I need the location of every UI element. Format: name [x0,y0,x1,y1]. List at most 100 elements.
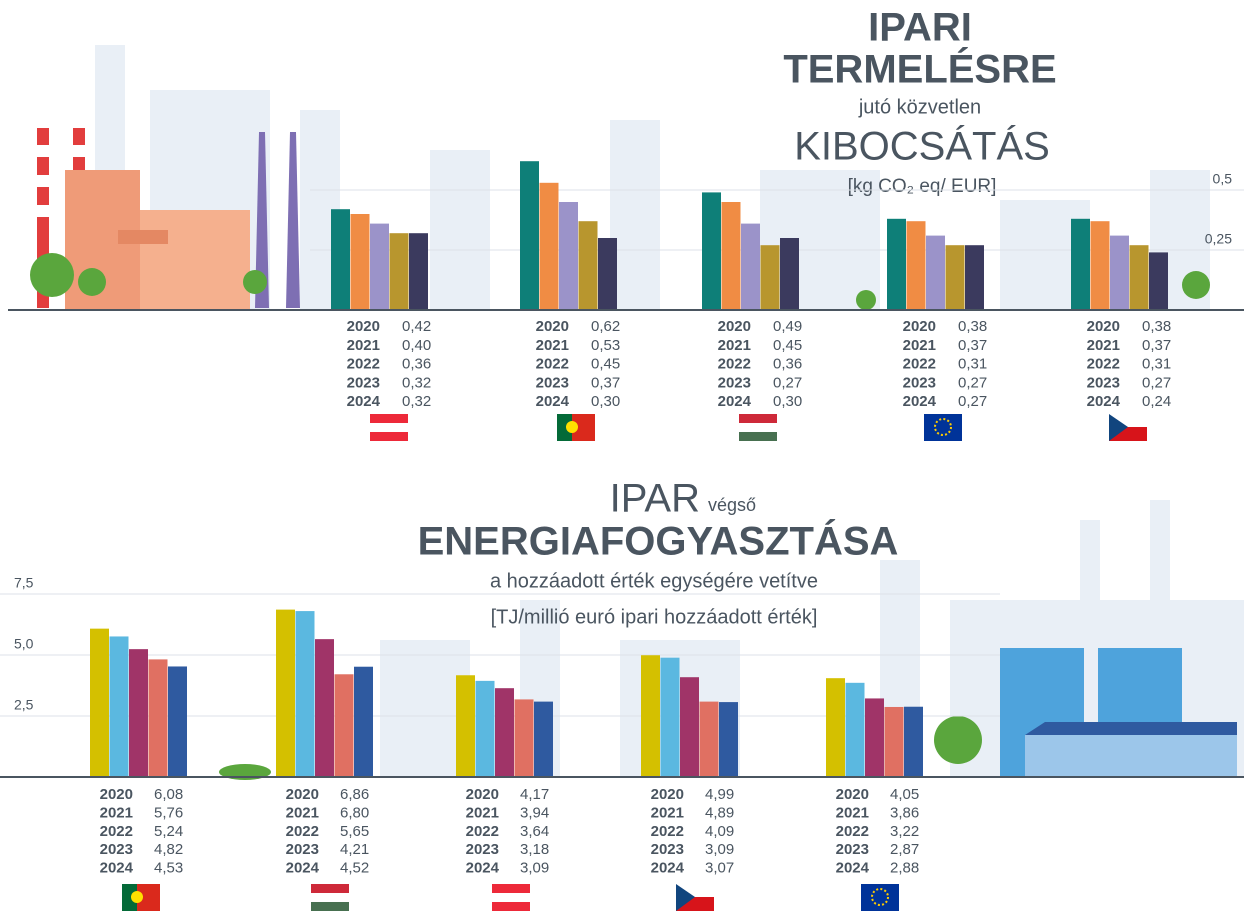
legend-year: 2024 [466,860,500,877]
value-label: 4,09 [705,823,734,840]
legend-year: 2020 [536,318,569,335]
y-tick-label: 0,5 [1213,171,1233,187]
legend-year: 2020 [651,786,684,803]
value-label: 0,27 [958,374,987,391]
value-label: 5,76 [154,804,183,821]
value-label: 0,36 [402,356,431,373]
value-label: 0,32 [402,393,431,410]
bar [520,161,539,310]
bar [514,699,534,777]
value-label: 0,24 [1142,393,1171,410]
legend-year: 2020 [466,786,499,803]
bar [559,202,578,310]
bar [904,706,923,777]
bar [1090,221,1110,310]
bar [741,223,760,310]
bar [148,659,168,777]
bar [389,233,409,310]
bar [680,677,699,777]
value-label: 0,30 [773,393,802,410]
value-label: 0,42 [402,318,431,335]
value-label: 3,94 [520,804,549,821]
legend-year: 2021 [1087,337,1120,354]
value-label: 0,45 [591,356,620,373]
bar [276,609,295,777]
y-tick-label: 5,0 [14,636,34,652]
value-label: 0,31 [958,356,987,373]
value-label: 3,07 [705,860,734,877]
value-label: 3,18 [520,841,549,858]
bar [760,245,780,310]
bar [660,657,680,777]
title-line: TERMELÉSRE [783,47,1056,92]
legend-year: 2021 [466,804,499,821]
value-label: 0,49 [773,318,802,335]
legend-year: 2021 [718,337,751,354]
legend-year: 2020 [718,318,751,335]
legend-year: 2020 [903,318,936,335]
bar [90,628,109,777]
bar [350,214,370,310]
y-tick-label: 0,25 [1205,231,1232,247]
legend-year: 2022 [836,823,869,840]
value-label: 4,05 [890,786,919,803]
flag-austria [492,884,530,911]
flag-eu [924,414,962,441]
legend-year: 2020 [100,786,133,803]
bar [315,639,334,777]
value-label: 6,08 [154,786,183,803]
value-label: 3,64 [520,823,549,840]
bar [1110,235,1129,310]
bar [129,649,148,777]
legend-year: 2021 [100,804,133,821]
value-label: 0,27 [773,374,802,391]
value-label: 3,09 [705,841,734,858]
bar [641,655,660,777]
legend-year: 2023 [1087,374,1120,391]
value-label: 5,65 [340,823,369,840]
value-label: 4,21 [340,841,369,858]
title-line: jutó közvetlen [858,96,981,118]
bar [331,209,350,310]
bar [702,192,721,310]
flag-portugal [122,884,160,911]
titles: IPARI TERMELÉSRE jutó közvetlen KIBOCSÁT… [418,6,1057,629]
bar [495,688,514,777]
bar [475,680,495,777]
legend-year: 2022 [100,823,133,840]
legend-year: 2022 [466,823,499,840]
legend-year: 2024 [651,860,685,877]
legend-year: 2020 [286,786,319,803]
value-label: 4,99 [705,786,734,803]
value-label: 6,80 [340,804,369,821]
y-tick-label: 2,5 [14,697,34,713]
legend-year: 2022 [1087,356,1120,373]
bar [1129,245,1149,310]
bar [370,223,389,310]
legend-year: 2020 [347,318,380,335]
legend-year: 2021 [651,804,684,821]
bar [721,202,741,310]
legend-year: 2024 [718,393,752,410]
legend-year: 2022 [286,823,319,840]
bar [354,666,373,777]
title-line: IPAR [610,477,700,521]
value-label: 0,37 [958,337,987,354]
value-label: 0,32 [402,374,431,391]
flag-eu [861,884,899,911]
subtitle: a hozzáadott érték egységére vetítve [490,570,818,592]
bar [719,702,738,777]
bar [1071,218,1090,310]
legend-year: 2021 [286,804,319,821]
bar [887,218,906,310]
legend-year: 2023 [836,841,869,858]
bar [906,221,926,310]
legend-year: 2023 [651,841,684,858]
bar [845,682,865,777]
flags [122,414,1147,911]
value-label: 2,87 [890,841,919,858]
legend-year: 2021 [903,337,936,354]
value-label: 0,30 [591,393,620,410]
bar [1149,252,1168,310]
